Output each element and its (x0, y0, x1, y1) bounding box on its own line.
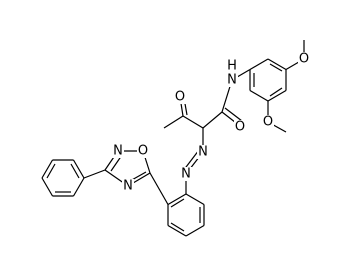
atom-label: N (123, 179, 133, 194)
atom-label: H (227, 59, 237, 74)
label-background (180, 167, 192, 181)
atom-label: N (198, 145, 208, 160)
label-background (137, 144, 149, 158)
label-background (226, 59, 238, 73)
atom-label: O (263, 115, 273, 130)
label-background (174, 90, 186, 104)
atom-label: N (181, 167, 191, 182)
label-background (298, 52, 310, 66)
label-background (197, 145, 209, 159)
label-background (112, 144, 124, 158)
label-background (122, 179, 134, 193)
label-background (262, 115, 274, 129)
label-background (226, 73, 238, 87)
atom-label: O (175, 90, 185, 105)
bonds (41, 40, 305, 237)
atom-label: O (299, 52, 309, 67)
atom-label: O (235, 120, 245, 135)
label-background (234, 120, 246, 134)
atom-label: O (138, 144, 148, 159)
atom-label: N (113, 144, 123, 159)
atom-label: N (227, 73, 237, 88)
